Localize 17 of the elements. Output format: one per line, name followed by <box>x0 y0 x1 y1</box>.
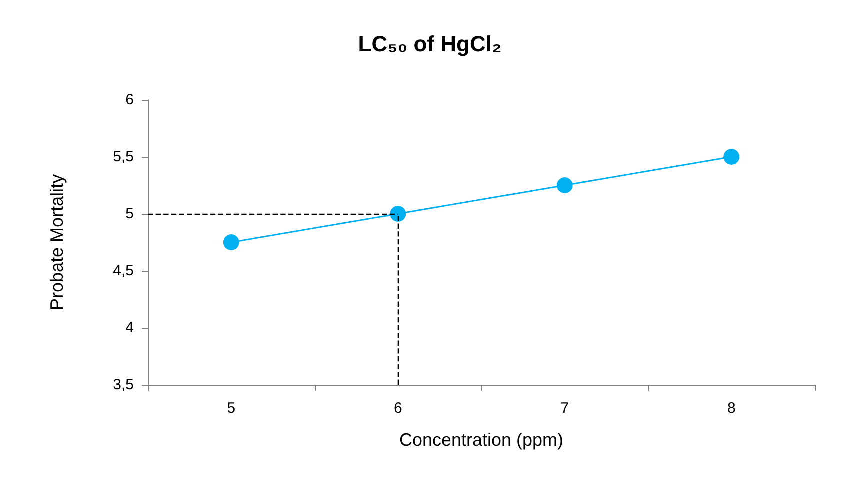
y-axis-title: Probate Mortality <box>47 174 67 311</box>
x-tick-label: 5 <box>227 400 236 417</box>
y-tick-label: 6 <box>126 92 134 108</box>
point <box>724 149 740 165</box>
y-tick-label: 4 <box>126 320 134 336</box>
y-tick-label: 3,5 <box>113 376 134 394</box>
x-tick-label: 7 <box>560 400 570 417</box>
point <box>223 234 240 250</box>
y-tick-label: 5 <box>126 206 134 222</box>
point <box>390 206 406 222</box>
x-axis-title: Concentration (ppm) <box>399 430 564 450</box>
y-tick-label: 4,5 <box>113 262 134 280</box>
x-tick-label: 8 <box>727 400 736 417</box>
chart-title: LC₅₀ of HgCl₂ <box>358 32 502 56</box>
x-tick-label: 6 <box>394 400 402 417</box>
point <box>556 178 573 194</box>
y-tick-label: 5,5 <box>113 148 134 166</box>
